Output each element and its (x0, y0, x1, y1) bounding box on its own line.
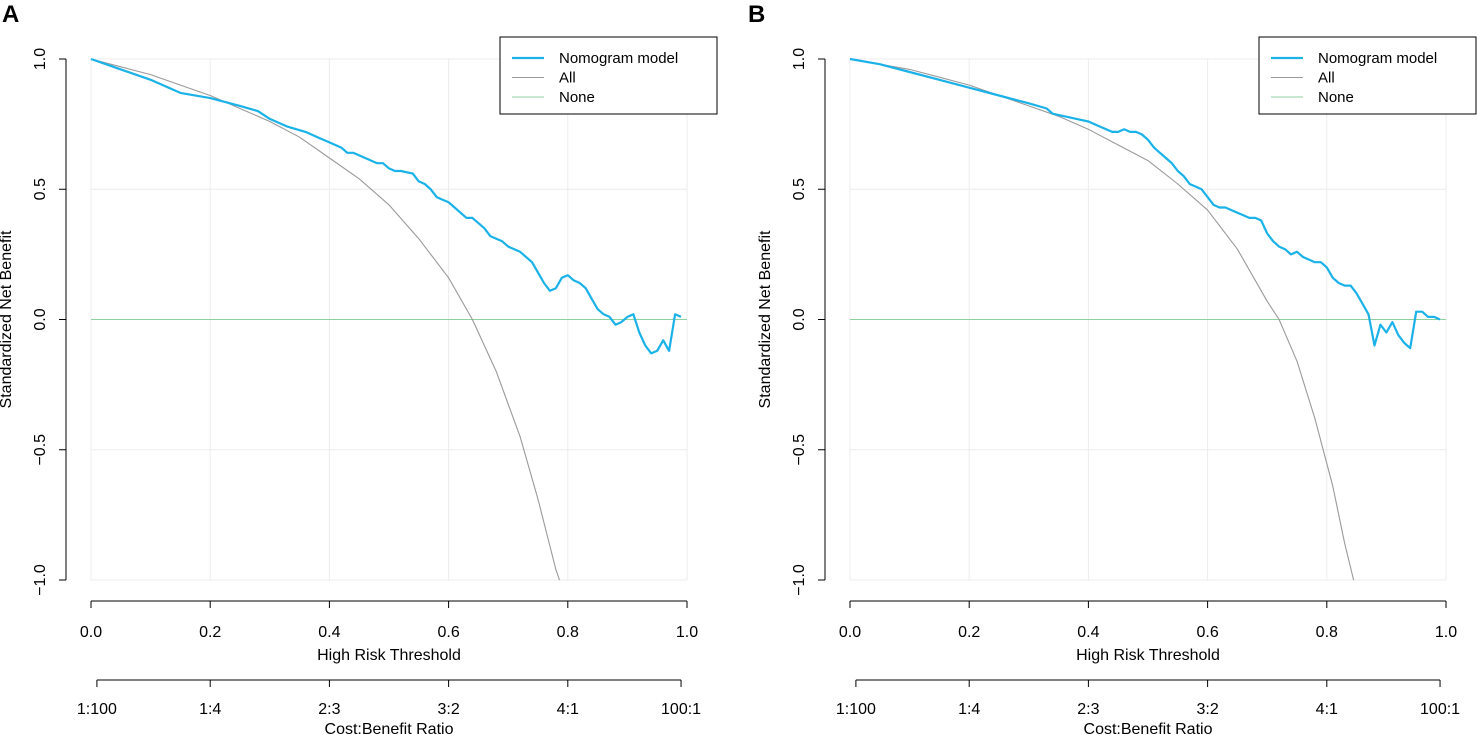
cost-benefit-tick-label: 2:3 (1077, 701, 1099, 718)
y-tick-label: −0.5 (791, 434, 808, 466)
cost-benefit-tick-label: 100:1 (1420, 701, 1460, 718)
cost-benefit-tick-label: 3:2 (1196, 701, 1218, 718)
cost-benefit-tick-label: 1:100 (77, 701, 117, 718)
x-tick-label: 0.6 (1196, 624, 1218, 641)
x-tick-label: 0.0 (80, 624, 102, 641)
panel-b: B −1.0 −0.5 0.0 0.5 1.0 0.0 0.2 0.4 0.6 0.8 1.0 1… (748, 1, 1477, 735)
treat-all-line (90, 58, 561, 581)
cost-benefit-axis-b: 1:100 1:4 2:3 3:2 4:1 100:1 (836, 679, 1460, 718)
nomogram-model-line (90, 57, 682, 355)
plot-area-b: −1.0 −0.5 0.0 0.5 1.0 0.0 0.2 0.4 0.6 0.8 1.0 1:1… (757, 36, 1477, 735)
series-lines-b (849, 57, 1446, 581)
legend-label-all-a: All (559, 70, 576, 87)
x-tick-label: 0.8 (557, 624, 579, 641)
panel-a: A −1.0 −0.5 0.0 0.5 1.0 0.0 0.2 0.4 0.6 0.8 1.0 1… (0, 1, 718, 735)
x-tick-label: 0.6 (437, 624, 459, 641)
y-tick-label: 0.5 (791, 178, 808, 200)
legend-label-all-b: All (1318, 70, 1335, 87)
legend-box-b (1258, 36, 1477, 115)
y-tick-label: 0.0 (791, 308, 808, 330)
legend-a: Nomogram model All None (499, 36, 718, 115)
legend-label-nomogram-a: Nomogram model (559, 50, 678, 67)
cost-benefit-tick-label: 4:1 (557, 701, 579, 718)
x-tick-label: 0.4 (1077, 624, 1099, 641)
cost-benefit-axis-a: 1:100 1:4 2:3 3:2 4:1 100:1 (77, 679, 701, 718)
cost-benefit-tick-label: 1:4 (199, 701, 221, 718)
y-axis-label-b: Standardized Net Benefit (757, 230, 774, 408)
y-tick-label: 1.0 (32, 48, 49, 70)
x-tick-label: 1.0 (1435, 624, 1457, 641)
x-tick-label: 0.8 (1316, 624, 1338, 641)
y-tick-label: 1.0 (791, 48, 808, 70)
treat-all-line (849, 58, 1355, 581)
y-axis-label-a: Standardized Net Benefit (0, 230, 15, 408)
y-axis-b: −1.0 −0.5 0.0 0.5 1.0 (791, 48, 826, 596)
y-axis-a: −1.0 −0.5 0.0 0.5 1.0 (32, 48, 67, 596)
legend-box-a (499, 36, 718, 115)
y-tick-label: 0.0 (32, 308, 49, 330)
legend-label-none-b: None (1318, 89, 1354, 106)
cost-benefit-tick-label: 1:4 (958, 701, 980, 718)
x-tick-label: 0.2 (958, 624, 980, 641)
x-axis-a: 0.0 0.2 0.4 0.6 0.8 1.0 (80, 600, 698, 641)
x-tick-label: 1.0 (676, 624, 698, 641)
plot-area-a: −1.0 −0.5 0.0 0.5 1.0 0.0 0.2 0.4 0.6 0.8 1.0 1:1… (0, 36, 718, 735)
legend-b: Nomogram model All None (1258, 36, 1477, 115)
x-axis-label-b: High Risk Threshold (1076, 647, 1220, 664)
panel-a-letter: A (2, 1, 19, 28)
x-tick-label: 0.2 (199, 624, 221, 641)
cost-benefit-tick-label: 2:3 (318, 701, 340, 718)
x-tick-label: 0.4 (318, 624, 340, 641)
cost-benefit-tick-label: 3:2 (437, 701, 459, 718)
panel-b-letter: B (748, 1, 765, 28)
series-lines-a (90, 57, 687, 581)
cost-benefit-tick-label: 4:1 (1316, 701, 1338, 718)
nomogram-model-line (849, 57, 1441, 350)
legend-label-nomogram-b: Nomogram model (1318, 50, 1437, 67)
y-tick-label: −1.0 (32, 564, 49, 596)
y-tick-label: −1.0 (791, 564, 808, 596)
y-tick-label: −0.5 (32, 434, 49, 466)
y-tick-label: 0.5 (32, 178, 49, 200)
cost-benefit-tick-label: 100:1 (661, 701, 701, 718)
legend-label-none-a: None (559, 89, 595, 106)
cost-benefit-label-a: Cost:Benefit Ratio (325, 721, 454, 735)
x-axis-b: 0.0 0.2 0.4 0.6 0.8 1.0 (839, 600, 1457, 641)
x-axis-label-a: High Risk Threshold (317, 647, 461, 664)
cost-benefit-tick-label: 1:100 (836, 701, 876, 718)
cost-benefit-label-b: Cost:Benefit Ratio (1084, 721, 1213, 735)
x-tick-label: 0.0 (839, 624, 861, 641)
